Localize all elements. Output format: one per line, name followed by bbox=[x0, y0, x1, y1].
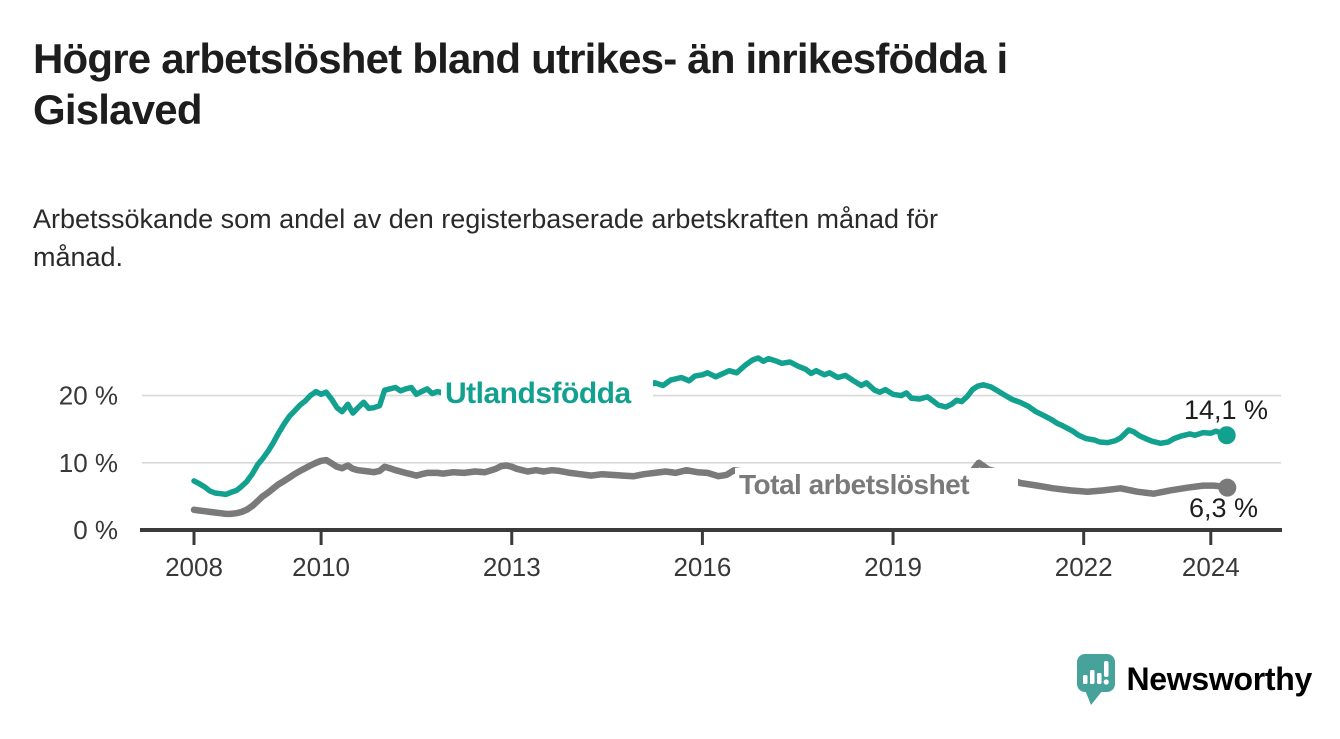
subtitle-line-2: månad. bbox=[33, 242, 124, 272]
y-tick-label: 20 % bbox=[59, 381, 118, 411]
chart-subtitle: Arbetssökande som andel av den registerb… bbox=[33, 200, 1283, 276]
series-label-halo-total bbox=[735, 468, 1018, 501]
x-tick-label: 2013 bbox=[483, 552, 541, 582]
newsworthy-logo-icon bbox=[1076, 654, 1115, 705]
end-dot-total bbox=[1218, 478, 1237, 497]
title-line-2: Gislaved bbox=[33, 86, 203, 133]
title-line-1: Högre arbetslöshet bland utrikes- än inr… bbox=[33, 35, 1008, 82]
series-line-total bbox=[190, 456, 1231, 518]
x-tick-label: 2016 bbox=[673, 552, 731, 582]
end-value-label-utlandsfodda: 14,1 % bbox=[1184, 395, 1268, 425]
x-tick-label: 2024 bbox=[1182, 552, 1240, 582]
end-dot-utlandsfodda bbox=[1217, 426, 1236, 445]
series-label-utlandsfodda: Utlandsfödda bbox=[445, 377, 631, 410]
end-value-label-total: 6,3 % bbox=[1189, 493, 1258, 523]
x-tick-label: 2010 bbox=[292, 552, 350, 582]
subtitle-line-1: Arbetssökande som andel av den registerb… bbox=[33, 204, 939, 234]
page-title: Högre arbetslöshet bland utrikes- än inr… bbox=[33, 33, 1313, 135]
newsworthy-logo-text: Newsworthy bbox=[1126, 661, 1313, 697]
x-tick-label: 2022 bbox=[1055, 552, 1113, 582]
y-tick-label: 10 % bbox=[59, 448, 118, 478]
x-tick-label: 2008 bbox=[165, 552, 223, 582]
newsworthy-logo: Newsworthy bbox=[1076, 653, 1313, 706]
series-line-utlandsfodda bbox=[191, 355, 1230, 498]
series-label-halo-utlandsfodda bbox=[441, 376, 653, 409]
x-tick-label: 2019 bbox=[864, 552, 922, 582]
y-tick-label: 0 % bbox=[73, 515, 118, 545]
series-label-total: Total arbetslöshet bbox=[739, 469, 969, 500]
